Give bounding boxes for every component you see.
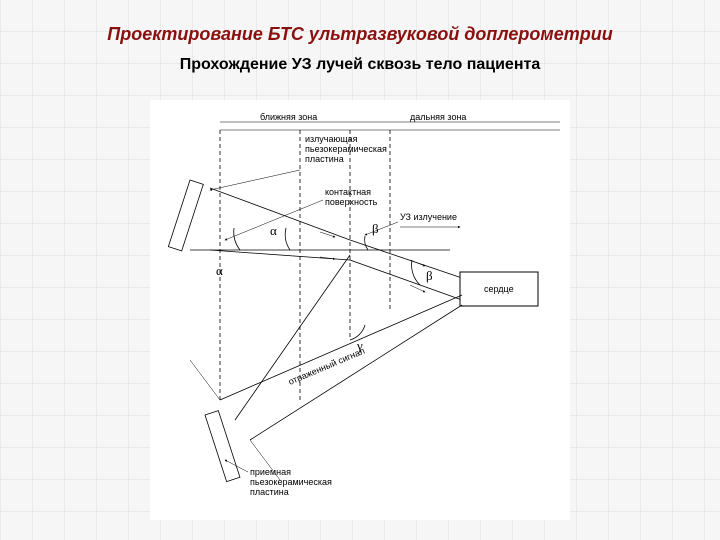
receiving-plate-label: приемнаяпьезокерамическаяпластина: [250, 467, 332, 497]
contact-surface-label: контактнаяповерхность: [325, 187, 378, 207]
slide: Проектирование БТС ультразвуковой доплер…: [0, 0, 720, 540]
alpha-outer: α: [216, 263, 223, 278]
beta-large: β: [426, 268, 433, 283]
alpha-inner: α: [270, 223, 277, 238]
far-zone-label: дальняя зона: [410, 112, 466, 122]
emitting-plate-label: излучающаяпьезокерамическаяпластина: [305, 134, 387, 164]
beta-small: β: [372, 221, 379, 236]
emitting-plate: [168, 180, 203, 251]
ultrasound-diagram: ближняя зона дальняя зона излучающаяпьез…: [150, 100, 570, 520]
slide-title: Проектирование БТС ультразвуковой доплер…: [0, 24, 720, 45]
us-radiation-label: УЗ излучение: [400, 212, 457, 222]
heart-label: сердце: [484, 284, 514, 294]
receiving-plate: [205, 411, 240, 482]
slide-subtitle: Прохождение УЗ лучей сквозь тело пациент…: [0, 56, 720, 74]
near-zone-label: ближняя зона: [260, 112, 317, 122]
